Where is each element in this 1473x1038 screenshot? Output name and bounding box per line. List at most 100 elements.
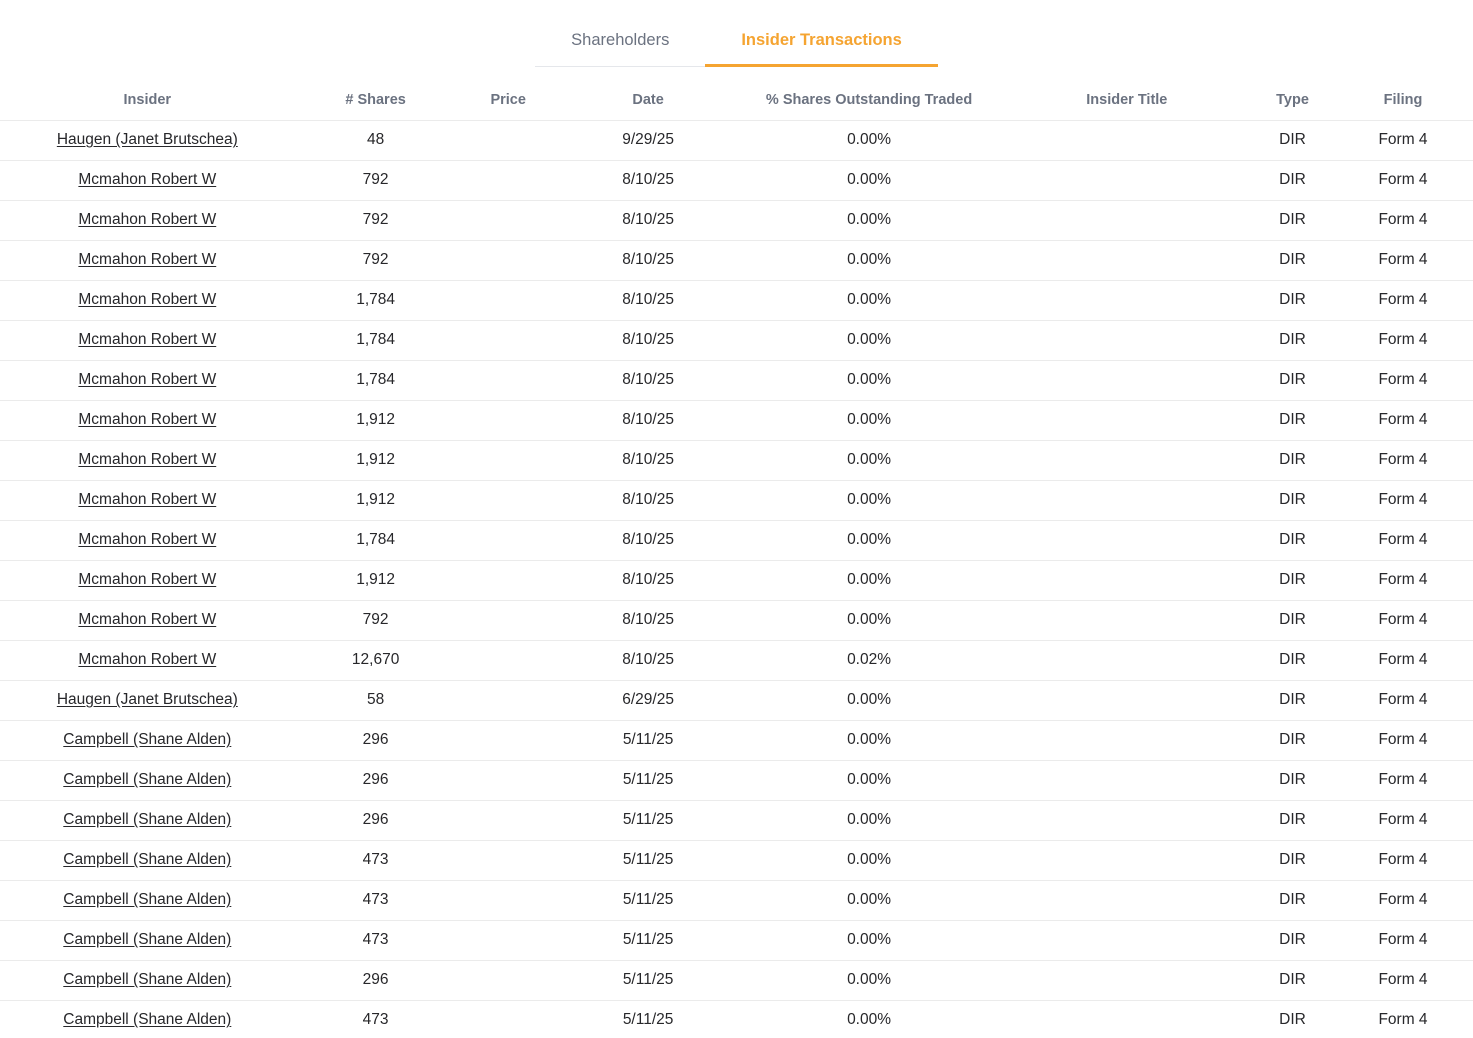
insider-link[interactable]: Mcmahon Robert W	[78, 571, 217, 588]
filing-cell: Form 4	[1333, 120, 1473, 161]
insider-link[interactable]: Campbell (Shane Alden)	[63, 811, 232, 828]
insider_title-cell	[1001, 920, 1253, 961]
filing-cell: Form 4	[1333, 640, 1473, 681]
price-cell	[456, 600, 560, 641]
table-row: Mcmahon Robert W 792 8/10/25 0.00% DIR Form 4	[0, 200, 1473, 241]
shares-cell: 792	[294, 160, 457, 201]
insider_title-cell	[1001, 800, 1253, 841]
table-row: Mcmahon Robert W 1,912 8/10/25 0.00% DIR Form…	[0, 440, 1473, 481]
insider-link[interactable]: Mcmahon Robert W	[78, 211, 217, 228]
date-cell: 5/11/25	[559, 720, 737, 761]
type-cell: DIR	[1252, 360, 1334, 401]
insider-link[interactable]: Campbell (Shane Alden)	[63, 771, 232, 788]
shares-cell: 792	[294, 200, 457, 241]
insider-link[interactable]: Haugen (Janet Brutschea)	[56, 691, 238, 708]
price-cell	[456, 280, 560, 321]
insider-link[interactable]: Mcmahon Robert W	[78, 251, 217, 268]
insider-cell: Campbell (Shane Alden)	[0, 800, 295, 841]
shares-cell: 1,912	[294, 400, 457, 441]
pct_traded-cell: 0.00%	[736, 1000, 1002, 1038]
insider-cell: Mcmahon Robert W	[0, 200, 295, 241]
filing-cell: Form 4	[1333, 1000, 1473, 1038]
column-header-insider_title: Insider Title	[1001, 80, 1253, 121]
insider-link[interactable]: Mcmahon Robert W	[78, 291, 217, 308]
insider_title-cell	[1001, 320, 1253, 361]
column-header-insider: Insider	[0, 80, 295, 121]
date-cell: 8/10/25	[559, 600, 737, 641]
insider-cell: Mcmahon Robert W	[0, 400, 295, 441]
insider-link[interactable]: Mcmahon Robert W	[78, 651, 217, 668]
tab-shareholders[interactable]: Shareholders	[535, 31, 706, 67]
insider-cell: Mcmahon Robert W	[0, 360, 295, 401]
filing-cell: Form 4	[1333, 400, 1473, 441]
insider-cell: Mcmahon Robert W	[0, 280, 295, 321]
shares-cell: 58	[294, 680, 457, 721]
pct_traded-cell: 0.00%	[736, 400, 1002, 441]
insider_title-cell	[1001, 440, 1253, 481]
date-cell: 8/10/25	[559, 160, 737, 201]
shares-cell: 473	[294, 880, 457, 921]
type-cell: DIR	[1252, 160, 1334, 201]
insider-cell: Mcmahon Robert W	[0, 160, 295, 201]
insider-link[interactable]: Campbell (Shane Alden)	[63, 1011, 232, 1028]
insider-link[interactable]: Campbell (Shane Alden)	[63, 731, 232, 748]
insider-link[interactable]: Campbell (Shane Alden)	[63, 971, 232, 988]
insider-link[interactable]: Mcmahon Robert W	[78, 451, 217, 468]
insider-transactions-table: Insider # Shares Price Date% Shares Outstan…	[0, 80, 1473, 1038]
insider-link[interactable]: Campbell (Shane Alden)	[63, 851, 232, 868]
date-cell: 8/10/25	[559, 320, 737, 361]
date-cell: 5/11/25	[559, 1000, 737, 1038]
insider-link[interactable]: Campbell (Shane Alden)	[63, 891, 232, 908]
date-cell: 5/11/25	[559, 800, 737, 841]
pct_traded-cell: 0.02%	[736, 640, 1002, 681]
price-cell	[456, 960, 560, 1001]
insider-link[interactable]: Mcmahon Robert W	[78, 171, 217, 188]
insider-link[interactable]: Mcmahon Robert W	[78, 491, 217, 508]
type-cell: DIR	[1252, 320, 1334, 361]
insider-cell: Haugen (Janet Brutschea)	[0, 680, 295, 721]
insider_title-cell	[1001, 600, 1253, 641]
type-cell: DIR	[1252, 840, 1334, 881]
insider_title-cell	[1001, 640, 1253, 681]
price-cell	[456, 440, 560, 481]
filing-cell: Form 4	[1333, 600, 1473, 641]
insider_title-cell	[1001, 1000, 1253, 1038]
price-cell	[456, 880, 560, 921]
table-row: Campbell (Shane Alden) 473 5/11/25 0.00% DIR…	[0, 920, 1473, 961]
price-cell	[456, 240, 560, 281]
insider-link[interactable]: Haugen (Janet Brutschea)	[56, 131, 238, 148]
type-cell: DIR	[1252, 720, 1334, 761]
insider-link[interactable]: Mcmahon Robert W	[78, 371, 217, 388]
date-cell: 6/29/25	[559, 680, 737, 721]
shares-cell: 1,912	[294, 440, 457, 481]
shares-cell: 473	[294, 920, 457, 961]
pct_traded-cell: 0.00%	[736, 160, 1002, 201]
shares-cell: 296	[294, 720, 457, 761]
table-row: Mcmahon Robert W 1,912 8/10/25 0.00% DIR Form…	[0, 560, 1473, 601]
insider-cell: Campbell (Shane Alden)	[0, 920, 295, 961]
shares-cell: 296	[294, 960, 457, 1001]
filing-cell: Form 4	[1333, 200, 1473, 241]
price-cell	[456, 360, 560, 401]
insider-link[interactable]: Mcmahon Robert W	[78, 611, 217, 628]
table-row: Haugen (Janet Brutschea) 48 9/29/25 0.00% DI…	[0, 120, 1473, 161]
insider-link[interactable]: Mcmahon Robert W	[78, 331, 217, 348]
shares-cell: 1,784	[294, 280, 457, 321]
filing-cell: Form 4	[1333, 880, 1473, 921]
pct_traded-cell: 0.00%	[736, 920, 1002, 961]
insider_title-cell	[1001, 400, 1253, 441]
insider-link[interactable]: Mcmahon Robert W	[78, 411, 217, 428]
type-cell: DIR	[1252, 880, 1334, 921]
filing-cell: Form 4	[1333, 960, 1473, 1001]
insider_title-cell	[1001, 880, 1253, 921]
tab-insider-transactions[interactable]: Insider Transactions	[705, 31, 938, 67]
insider-link[interactable]: Campbell (Shane Alden)	[63, 931, 232, 948]
filing-cell: Form 4	[1333, 320, 1473, 361]
pct_traded-cell: 0.00%	[736, 440, 1002, 481]
table-row: Mcmahon Robert W 1,784 8/10/25 0.00% DIR Form…	[0, 280, 1473, 321]
insider-link[interactable]: Mcmahon Robert W	[78, 531, 217, 548]
filing-cell: Form 4	[1333, 280, 1473, 321]
filing-cell: Form 4	[1333, 800, 1473, 841]
date-cell: 8/10/25	[559, 360, 737, 401]
column-header-type: Type	[1252, 80, 1334, 121]
